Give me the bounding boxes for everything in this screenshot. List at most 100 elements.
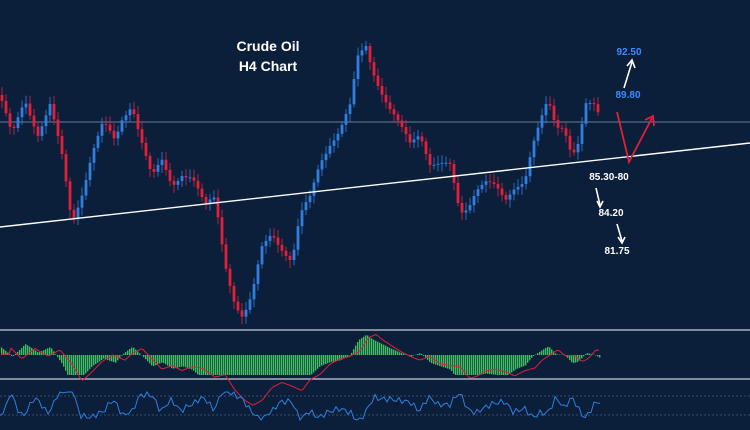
macd-bar	[379, 342, 381, 355]
candle-body	[512, 189, 516, 195]
chart-title: Crude Oil	[236, 38, 299, 54]
macd-bar	[513, 355, 515, 371]
macd-bar	[471, 355, 473, 375]
macd-bar	[315, 355, 317, 371]
macd-bar	[279, 355, 281, 375]
macd-bar	[335, 355, 337, 362]
macd-bar	[123, 353, 125, 355]
macd-bar	[331, 355, 333, 362]
macd-bar	[325, 355, 327, 365]
macd-bar	[393, 349, 395, 355]
macd-bar	[265, 355, 267, 375]
macd-bar	[155, 355, 157, 366]
macd-bar	[367, 335, 369, 355]
macd-bar	[21, 347, 23, 355]
candle-body	[300, 210, 304, 227]
candle-body	[544, 104, 548, 116]
candle-body	[72, 209, 76, 219]
macd-bar	[521, 355, 523, 367]
macd-bar	[23, 346, 25, 355]
macd-bar	[421, 354, 423, 355]
macd-bar	[453, 355, 455, 374]
candle-body	[428, 153, 432, 166]
candle-body	[472, 195, 476, 206]
macd-bar	[191, 355, 193, 370]
macd-bar	[213, 355, 215, 375]
candle-body	[556, 119, 560, 128]
macd-bar	[195, 355, 197, 373]
macd-bar	[15, 353, 17, 355]
macd-bar	[65, 355, 67, 371]
candle-body	[396, 114, 400, 121]
target-up-label-2: 89.80	[615, 90, 640, 101]
macd-bar	[185, 355, 187, 368]
macd-bar	[585, 353, 587, 355]
candle-body	[40, 126, 44, 136]
candle-body	[160, 159, 164, 166]
macd-bar	[555, 353, 557, 355]
candle-body	[316, 169, 320, 183]
candle-body	[380, 85, 384, 95]
candle-body	[528, 157, 532, 177]
macd-bar	[529, 355, 531, 361]
macd-bar	[285, 355, 287, 375]
macd-bar	[113, 355, 115, 363]
macd-bar	[85, 355, 87, 374]
candle-body	[252, 284, 256, 300]
macd-bar	[333, 355, 335, 362]
macd-bar	[329, 355, 331, 363]
macd-bar	[343, 355, 345, 359]
candle-body	[324, 153, 328, 161]
candle-body	[228, 268, 232, 286]
candle-body	[296, 226, 300, 250]
macd-bar	[391, 348, 393, 355]
macd-bar	[269, 355, 271, 375]
macd-bar	[263, 355, 265, 375]
macd-bar	[179, 355, 181, 368]
macd-bar	[81, 355, 83, 375]
macd-bar	[389, 347, 391, 355]
macd-bar	[387, 346, 389, 355]
macd-bar	[317, 355, 319, 369]
candle-body	[292, 249, 296, 260]
macd-bar	[193, 355, 195, 371]
candle-body	[288, 255, 292, 260]
macd-bar	[95, 355, 97, 365]
candle-body	[588, 103, 592, 105]
macd-bar	[375, 340, 377, 355]
candle-body	[388, 102, 392, 110]
candle-body	[128, 109, 132, 116]
macd-bar	[281, 355, 283, 375]
candle-body	[68, 181, 72, 210]
candle-body	[60, 136, 64, 155]
candle-body	[560, 127, 564, 129]
macd-bar	[221, 355, 223, 375]
candle-body	[52, 103, 56, 120]
candle-body	[88, 162, 92, 180]
candle-body	[476, 189, 480, 196]
candle-body	[48, 103, 52, 116]
macd-bar	[223, 355, 225, 375]
macd-bar	[369, 336, 371, 355]
macd-bar	[29, 346, 31, 355]
rsi-panel	[0, 391, 750, 422]
candle-body	[348, 104, 352, 115]
macd-bar	[91, 355, 93, 368]
macd-bar	[217, 355, 219, 375]
macd-bar	[229, 355, 231, 375]
candle-body	[596, 104, 600, 113]
macd-bar	[587, 353, 589, 355]
candle-body	[568, 135, 572, 150]
candle-body	[308, 195, 312, 203]
macd-bar	[93, 355, 95, 366]
candle-body	[176, 181, 180, 185]
candle-body	[220, 217, 224, 245]
macd-bar	[467, 355, 469, 375]
macd-bar	[273, 355, 275, 375]
macd-bar	[569, 355, 571, 361]
macd-bar	[497, 355, 499, 375]
macd-bar	[177, 355, 179, 368]
macd-bar	[111, 355, 113, 362]
macd-bar	[345, 355, 347, 358]
